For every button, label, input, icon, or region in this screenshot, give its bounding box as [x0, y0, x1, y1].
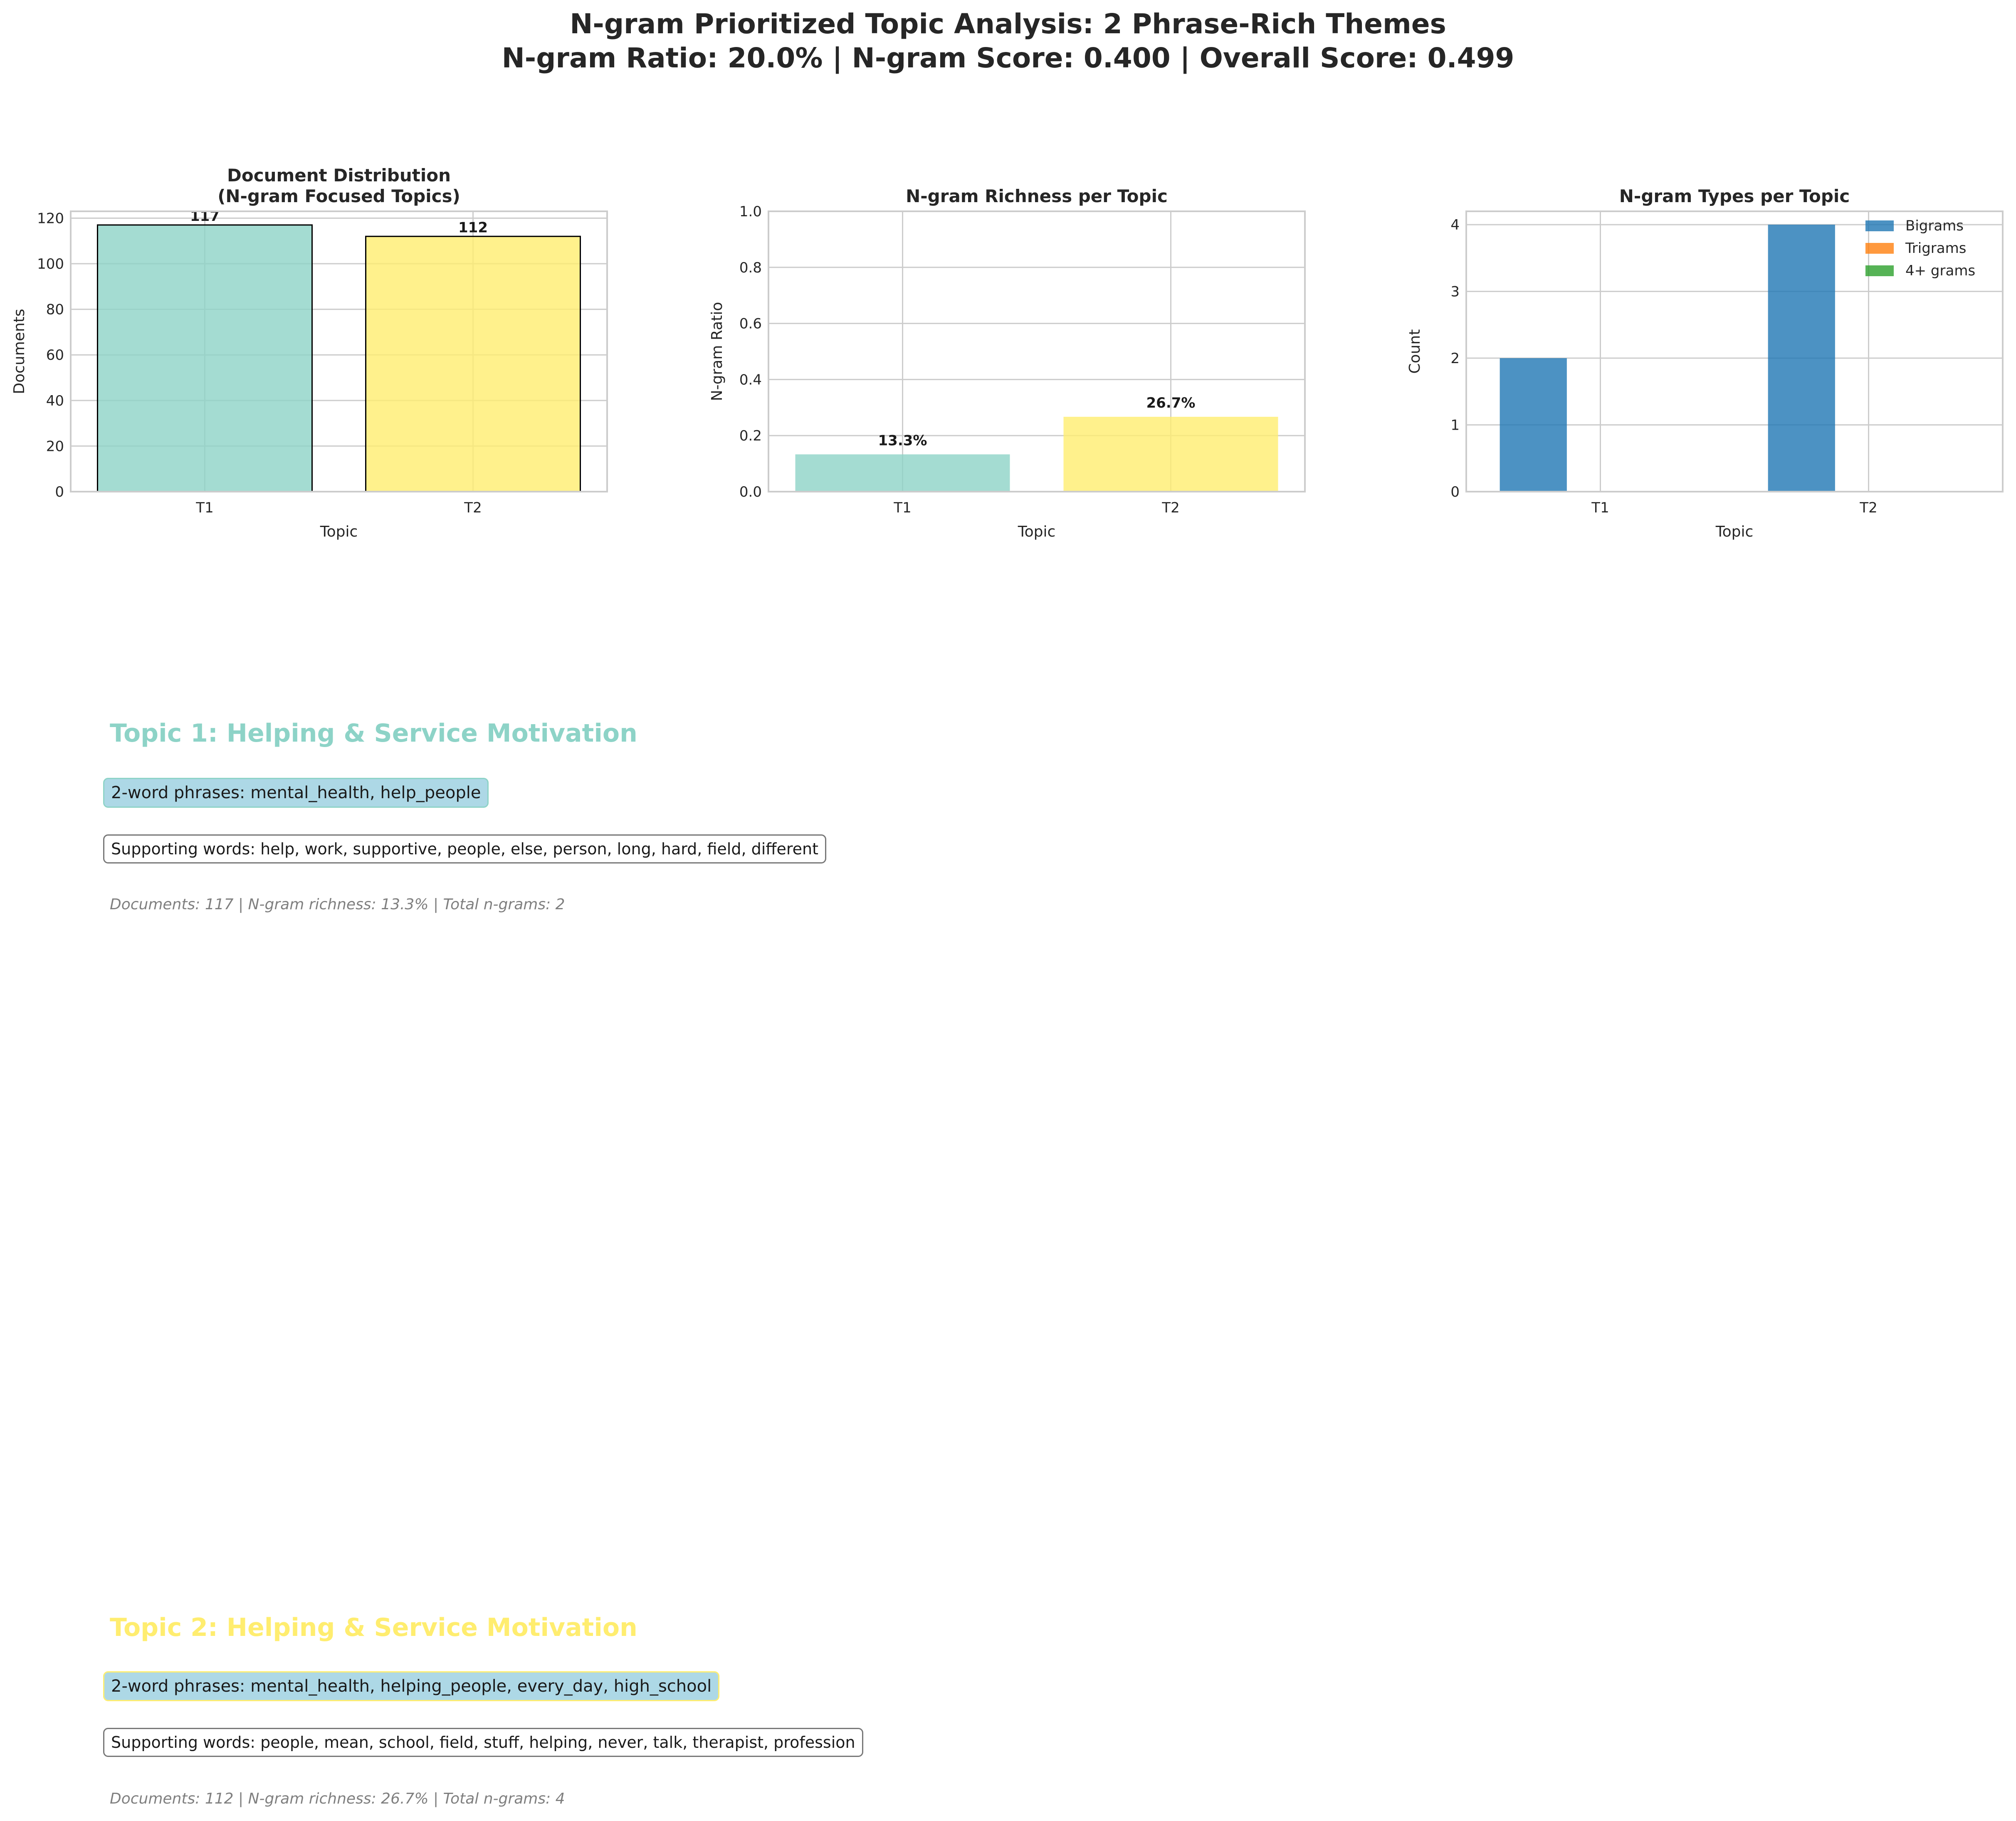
y-tick-label: 120 [37, 210, 64, 227]
x-tick-label: T2 [1161, 500, 1179, 516]
y-axis-label: Count [1406, 329, 1423, 374]
legend-label: 4+ grams [1905, 262, 1975, 279]
x-axis-label: Topic [1018, 523, 1056, 540]
topic-1-title: Topic 1: Helping & Service Motivation [110, 719, 637, 748]
x-axis-label: Topic [320, 523, 358, 540]
y-tick-label: 40 [46, 393, 64, 409]
topic-1-phrases: 2-word phrases: mental_health, help_peop… [103, 778, 489, 808]
y-tick-label: 4 [1450, 217, 1460, 233]
data-label: 26.7% [1146, 395, 1196, 411]
legend-label: Trigrams [1905, 240, 1966, 257]
y-axis-label: N-gram Ratio [709, 302, 726, 401]
chart-title: (N-gram Focused Topics) [217, 186, 460, 206]
plot-frame [768, 210, 1306, 492]
x-tick-label: T1 [893, 500, 911, 516]
y-tick-label: 0.0 [739, 484, 762, 500]
bar-t1 [795, 454, 1010, 492]
bar-t1 [97, 224, 313, 492]
data-label: 13.3% [878, 432, 927, 449]
topic-2-phrases: 2-word phrases: mental_health, helping_p… [103, 1671, 720, 1701]
y-tick-label: 80 [46, 302, 64, 318]
plot-frame [1465, 210, 2004, 492]
bar-t2 [1063, 417, 1278, 492]
chart-title: Document Distribution [227, 165, 451, 186]
chart-1: 0 20 40 60 80 100 120 T1 T2 117 112 Document Distri… [11, 165, 608, 540]
y-tick-label: 100 [37, 256, 64, 272]
figure-title-line1: N-gram Prioritized Topic Analysis: 2 Phr… [570, 8, 1446, 40]
x-tick-label: T1 [195, 500, 213, 516]
y-tick-label: 0 [55, 484, 64, 500]
chart-2: 0.0 0.2 0.4 0.6 0.8 1.0 T1 T2 13.3% 26.7% N-gram R… [709, 186, 1306, 540]
y-tick-label: 0 [1450, 484, 1460, 500]
y-tick-label: 0.8 [739, 260, 762, 276]
y-tick-label: 1 [1450, 417, 1460, 434]
y-tick-label: 1.0 [739, 203, 762, 220]
x-tick-label: T2 [1859, 500, 1877, 516]
y-tick-label: 0.6 [739, 316, 762, 332]
x-tick-label: T2 [464, 500, 482, 516]
legend-swatch [1865, 220, 1894, 231]
y-tick-label: 0.4 [739, 371, 762, 388]
y-tick-label: 60 [46, 347, 64, 364]
topic-1-supporting-words: Supporting words: help, work, supportive… [103, 834, 827, 863]
data-label: 112 [458, 219, 488, 236]
topic-2-supporting-words: Supporting words: people, mean, school, … [103, 1728, 863, 1757]
y-axis-label: Documents [11, 309, 28, 394]
bar-bigrams [1500, 358, 1567, 492]
topic-2-title: Topic 2: Helping & Service Motivation [110, 1613, 637, 1642]
plot-frame [70, 210, 608, 492]
legend-swatch [1865, 265, 1894, 276]
chart-title: N-gram Richness per Topic [906, 186, 1168, 206]
legend-swatch [1865, 243, 1894, 254]
y-tick-label: 20 [46, 438, 64, 455]
bar-t2 [365, 235, 581, 492]
y-tick-label: 2 [1450, 350, 1460, 367]
data-label: 117 [190, 208, 220, 225]
y-tick-label: 3 [1450, 284, 1460, 300]
chart-title: N-gram Types per Topic [1619, 186, 1850, 206]
y-tick-label: 0.2 [739, 428, 762, 444]
chart-3: 0 1 2 3 4 T1 T2 Bigrams Trigrams 4+ grams N-gram T… [1406, 186, 2004, 540]
topic-2-stats: Documents: 112 | N-gram richness: 26.7% … [110, 1790, 565, 1807]
figure-title-line2: N-gram Ratio: 20.0% | N-gram Score: 0.40… [502, 42, 1514, 74]
topic-1-stats: Documents: 117 | N-gram richness: 13.3% … [110, 896, 565, 913]
x-tick-label: T1 [1591, 500, 1609, 516]
bar-bigrams [1768, 225, 1835, 492]
legend-label: Bigrams [1905, 218, 1964, 234]
x-axis-label: Topic [1715, 523, 1754, 540]
